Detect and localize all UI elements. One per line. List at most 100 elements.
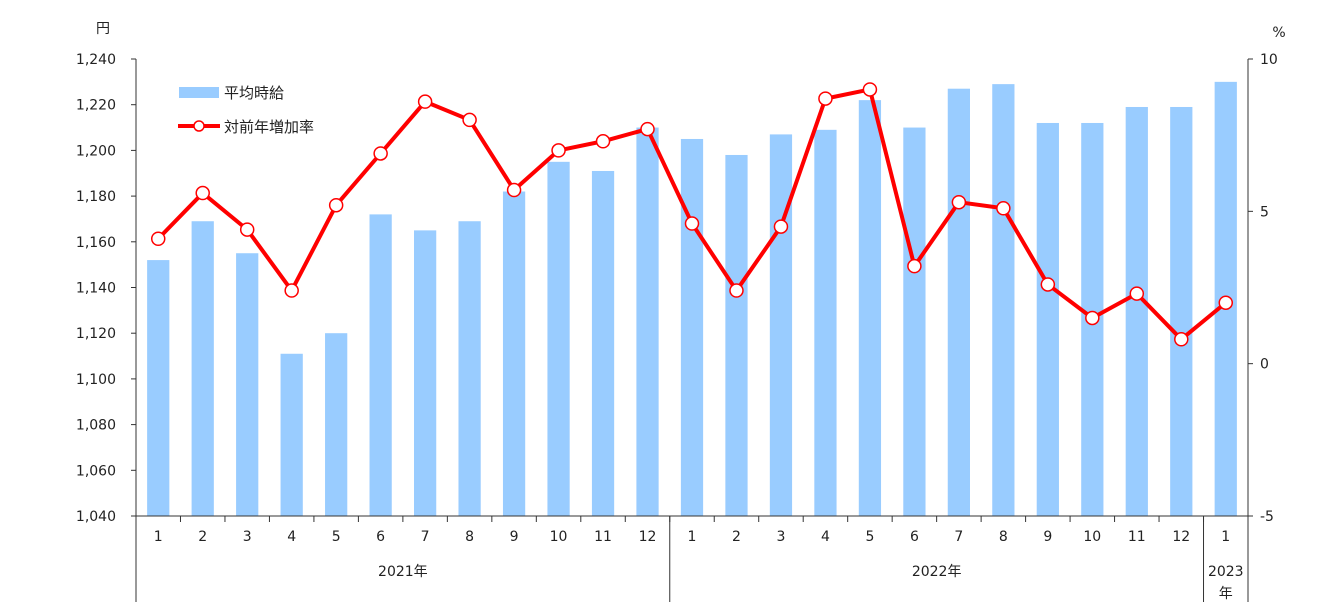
x-tick-label: 1 bbox=[1221, 529, 1230, 545]
bar-3 bbox=[236, 253, 259, 516]
bar-series bbox=[147, 81, 1237, 517]
bar-11 bbox=[591, 170, 615, 516]
growth-rate-point-6 bbox=[373, 146, 388, 161]
growth-rate-point-24 bbox=[1174, 332, 1189, 347]
growth-rate-point-10 bbox=[551, 143, 566, 158]
legend: 平均時給 対前年増加率 bbox=[178, 84, 314, 136]
bar-17 bbox=[858, 100, 882, 516]
x-tick-label: 10 bbox=[550, 529, 568, 545]
left-tick-label: 1,060 bbox=[76, 463, 116, 479]
growth-rate-point-7 bbox=[417, 94, 433, 109]
left-tick-label: 1,160 bbox=[76, 235, 116, 251]
year-label: 2023 bbox=[1208, 564, 1244, 580]
growth-rate-point-12 bbox=[640, 121, 655, 137]
right-tick-label: -5 bbox=[1260, 509, 1274, 525]
bar-12 bbox=[636, 127, 659, 517]
growth-rate-point-16 bbox=[818, 91, 833, 106]
legend-line-label: 対前年増加率 bbox=[224, 118, 314, 136]
growth-rate-point-1 bbox=[150, 231, 166, 247]
x-tick-label: 5 bbox=[332, 529, 341, 545]
bar-4 bbox=[280, 353, 303, 516]
left-tick-label: 1,220 bbox=[76, 98, 116, 114]
x-tick-label: 4 bbox=[287, 529, 296, 545]
x-tick-label: 7 bbox=[954, 529, 963, 545]
bar-18 bbox=[903, 127, 926, 517]
x-tick-label: 10 bbox=[1083, 529, 1101, 545]
right-tick-label: 10 bbox=[1260, 52, 1278, 68]
x-tick-label: 3 bbox=[776, 529, 785, 545]
growth-rate-point-13 bbox=[684, 216, 700, 231]
year-label: 2022年 bbox=[912, 564, 962, 580]
growth-rate-point-4 bbox=[284, 283, 299, 298]
legend-line-marker bbox=[193, 120, 205, 132]
growth-rate-point-21 bbox=[1040, 277, 1056, 292]
x-tick-label: 11 bbox=[1128, 529, 1146, 545]
x-tick-label: 9 bbox=[510, 529, 519, 545]
x-tick-label: 4 bbox=[821, 529, 830, 545]
x-tick-label: 7 bbox=[421, 529, 430, 545]
bar-13 bbox=[680, 138, 704, 516]
growth-rate-point-5 bbox=[328, 197, 344, 213]
x-tick-label: 12 bbox=[639, 529, 657, 545]
x-tick-label: 5 bbox=[865, 529, 874, 545]
x-tick-label: 9 bbox=[1043, 529, 1052, 545]
bar-10 bbox=[547, 161, 570, 516]
growth-rate-point-19 bbox=[951, 194, 967, 210]
year-label: 2021年 bbox=[378, 564, 428, 580]
left-tick-label: 1,180 bbox=[76, 189, 116, 205]
legend-bar-swatch bbox=[179, 87, 219, 98]
bar-8 bbox=[458, 221, 481, 517]
growth-rate-point-20 bbox=[996, 201, 1011, 216]
axes: 1,040 1,060 1,080 1,100 1,120 1,140 1,160 1,180… bbox=[76, 52, 1278, 602]
bar-6 bbox=[369, 214, 392, 516]
bar-7 bbox=[414, 230, 437, 516]
bar-21 bbox=[1036, 122, 1059, 516]
growth-rate-point-22 bbox=[1085, 310, 1100, 326]
right-tick-label: 0 bbox=[1260, 357, 1269, 373]
left-tick-label: 1,080 bbox=[76, 418, 116, 434]
year-label: 年 bbox=[1219, 586, 1233, 602]
bar-19 bbox=[947, 88, 970, 516]
x-tick-label: 2 bbox=[198, 529, 207, 545]
bar-20 bbox=[992, 84, 1015, 516]
left-tick-label: 1,200 bbox=[76, 143, 116, 159]
left-tick-label: 1,240 bbox=[76, 52, 116, 68]
legend-bar-label: 平均時給 bbox=[224, 84, 284, 102]
growth-rate-point-2 bbox=[195, 185, 210, 201]
growth-rate-point-3 bbox=[239, 222, 255, 237]
right-axis-unit: % bbox=[1272, 25, 1285, 41]
bar-9 bbox=[502, 191, 526, 516]
growth-rate-point-25 bbox=[1218, 295, 1234, 310]
growth-rate-point-18 bbox=[907, 258, 922, 274]
x-tick-label: 12 bbox=[1172, 529, 1190, 545]
left-tick-label: 1,040 bbox=[76, 509, 116, 525]
growth-rate-point-17 bbox=[862, 82, 878, 97]
x-tick-label: 1 bbox=[154, 529, 163, 545]
bar-14 bbox=[725, 154, 748, 516]
x-tick-label: 3 bbox=[243, 529, 252, 545]
left-tick-label: 1,120 bbox=[76, 326, 116, 342]
left-tick-label: 1,140 bbox=[76, 281, 116, 297]
bar-15 bbox=[769, 134, 793, 516]
x-tick-label: 2 bbox=[732, 529, 741, 545]
x-tick-label: 8 bbox=[465, 529, 474, 545]
bar-1 bbox=[147, 260, 170, 516]
left-tick-label: 1,100 bbox=[76, 372, 116, 388]
bar-23 bbox=[1125, 106, 1148, 517]
bar-2 bbox=[191, 221, 214, 517]
x-tick-label: 6 bbox=[910, 529, 919, 545]
x-tick-label: 11 bbox=[594, 529, 612, 545]
x-tick-label: 8 bbox=[999, 529, 1008, 545]
right-tick-label: 5 bbox=[1260, 204, 1269, 220]
bar-24 bbox=[1170, 106, 1193, 517]
growth-rate-point-8 bbox=[462, 112, 477, 128]
left-axis-unit: 円 bbox=[96, 21, 110, 37]
growth-rate-point-9 bbox=[506, 182, 522, 198]
growth-rate-point-23 bbox=[1129, 286, 1145, 301]
line-series bbox=[150, 82, 1234, 347]
bar-16 bbox=[814, 129, 837, 516]
growth-rate-point-15 bbox=[773, 219, 789, 234]
x-tick-label: 6 bbox=[376, 529, 385, 545]
x-tick-label: 1 bbox=[688, 529, 697, 545]
